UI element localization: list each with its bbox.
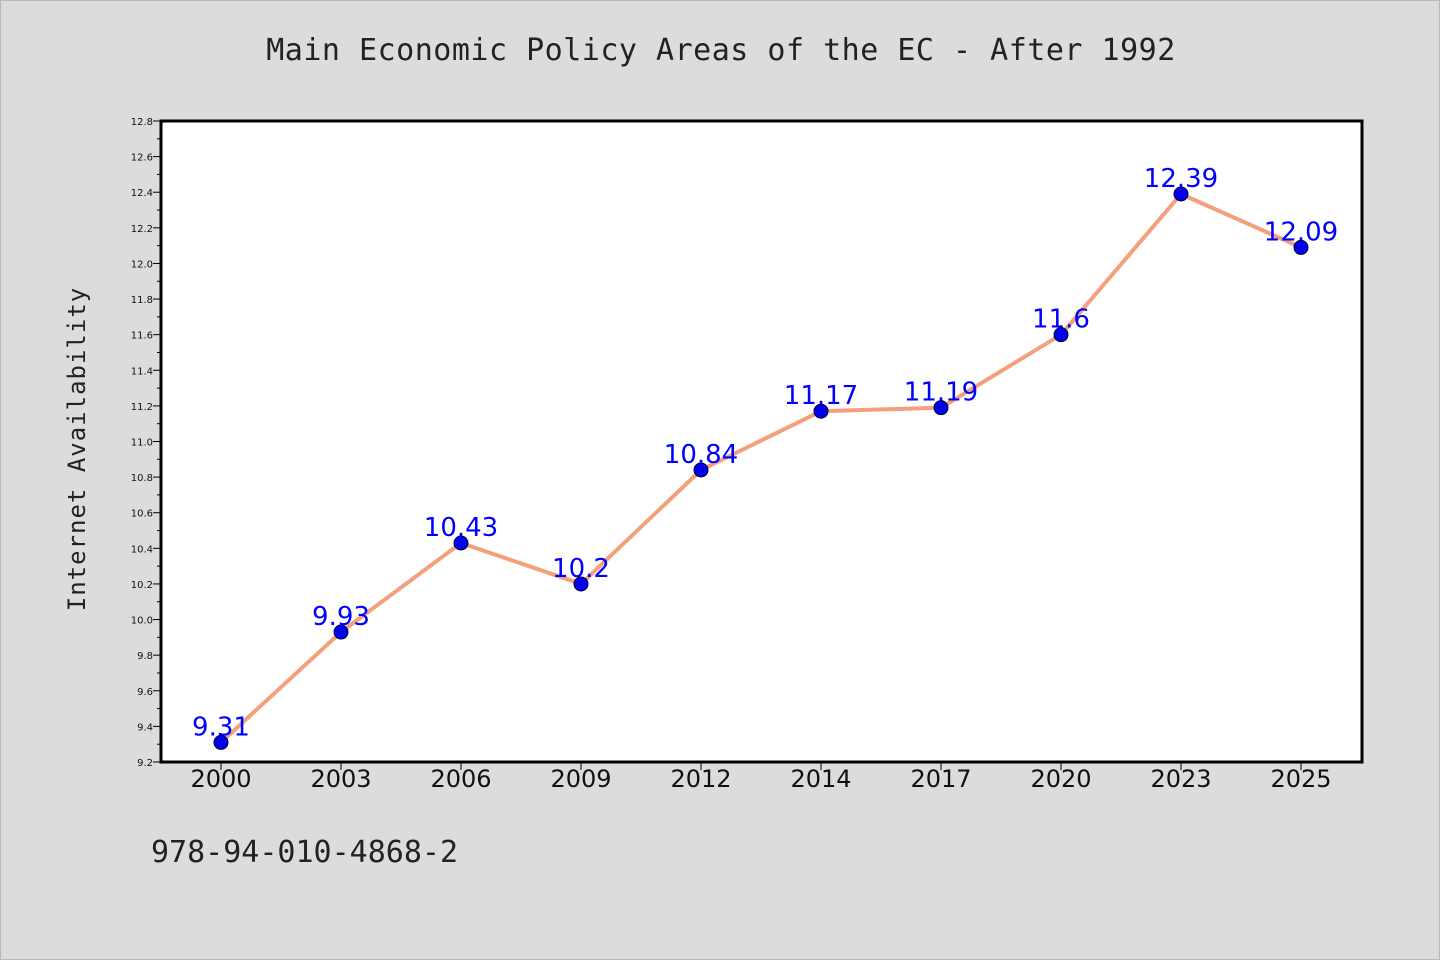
y-tick-label: 12.0 xyxy=(131,259,153,270)
data-label: 12.09 xyxy=(1264,217,1338,247)
y-tick-label: 11.6 xyxy=(131,331,153,342)
y-tick-label: 12.6 xyxy=(131,153,153,164)
x-tick-label: 2000 xyxy=(190,765,251,793)
series-markers xyxy=(213,186,1309,750)
data-label: 9.93 xyxy=(312,602,370,632)
x-tick-label: 2017 xyxy=(910,765,971,793)
y-tick-label: 12.4 xyxy=(131,188,153,199)
x-tick-label: 2025 xyxy=(1270,765,1331,793)
y-tick-label: 11.8 xyxy=(131,295,153,306)
data-labels: 9.31 9.93 10.43 10.2 10.84 11.17 11.19 11.6 12.3… xyxy=(192,164,1338,742)
y-tick-label: 10.6 xyxy=(131,509,153,520)
data-point xyxy=(693,462,709,478)
y-tick-label: 10.8 xyxy=(131,473,153,484)
x-tick-label: 2009 xyxy=(550,765,611,793)
data-point xyxy=(453,535,469,551)
y-tick-label: 10.2 xyxy=(131,580,153,591)
y-tick-label: 9.2 xyxy=(137,758,153,769)
data-label: 9.31 xyxy=(192,712,250,742)
x-tick-label: 2006 xyxy=(430,765,491,793)
y-tick-label: 9.4 xyxy=(137,722,153,733)
data-label: 10.84 xyxy=(664,440,738,470)
y-tick-label: 10.0 xyxy=(131,616,153,627)
x-tick-label: 2020 xyxy=(1030,765,1091,793)
x-tick-label: 2023 xyxy=(1150,765,1211,793)
data-label: 11.17 xyxy=(784,381,858,411)
y-tick-label: 10.4 xyxy=(131,544,153,555)
data-point xyxy=(1173,186,1189,202)
data-label: 11.19 xyxy=(904,378,978,408)
data-point xyxy=(1053,327,1069,343)
x-axis: 2000 2003 2006 2009 2012 2014 2017 2020 2023 2025 xyxy=(190,762,1332,793)
data-label: 10.43 xyxy=(424,513,498,543)
data-label: 12.39 xyxy=(1144,164,1218,194)
data-point xyxy=(933,400,949,416)
y-tick-label: 9.8 xyxy=(137,651,153,662)
y-tick-label: 11.2 xyxy=(131,402,153,413)
y-tick-label: 9.6 xyxy=(137,687,153,698)
y-tick-label: 12.8 xyxy=(131,117,153,128)
y-tick-label: 11.4 xyxy=(131,366,153,377)
data-label: 11.6 xyxy=(1032,305,1090,335)
footer-code: 978-94-010-4868-2 xyxy=(151,835,459,870)
data-point xyxy=(1293,239,1309,255)
y-axis: 9.2 9.4 9.6 9.8 10.0 10.2 10.4 10.6 10.8 11.0 11.2… xyxy=(131,117,161,769)
y-tick-label: 11.0 xyxy=(131,438,153,449)
data-point xyxy=(213,734,229,750)
data-point xyxy=(573,576,589,592)
y-tick-label: 12.2 xyxy=(131,224,153,235)
series-line xyxy=(219,192,1303,745)
data-point xyxy=(813,403,829,419)
x-tick-label: 2014 xyxy=(790,765,851,793)
chart-title: Main Economic Policy Areas of the EC - A… xyxy=(266,33,1176,68)
data-label: 10.2 xyxy=(552,554,610,584)
data-point xyxy=(333,624,349,640)
x-tick-label: 2012 xyxy=(670,765,731,793)
x-tick-label: 2003 xyxy=(310,765,371,793)
